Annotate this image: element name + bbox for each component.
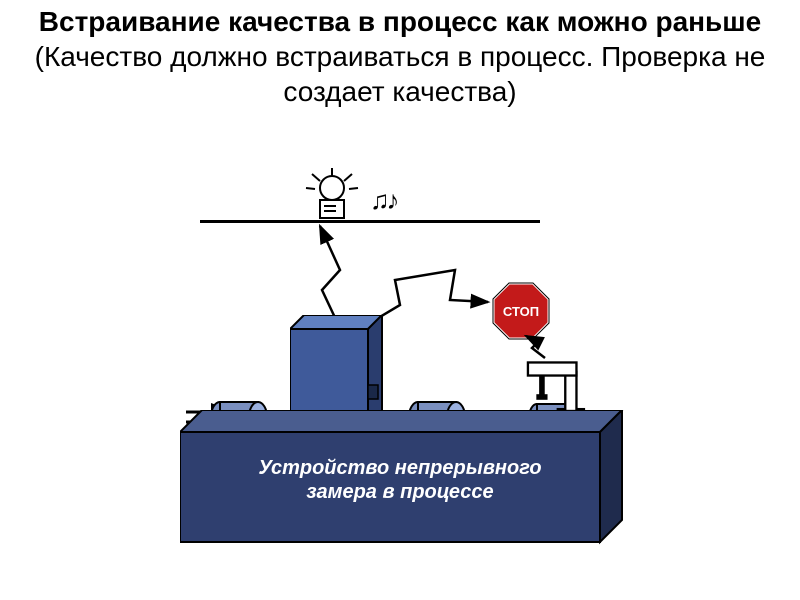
title-bold: Встраивание качества в процесс как можно… xyxy=(39,6,761,37)
base-block: Устройство непрерывного замера в процесс… xyxy=(180,410,620,540)
base-label: Устройство непрерывного замера в процесс… xyxy=(180,456,620,504)
title: Встраивание качества в процесс как можно… xyxy=(0,0,800,109)
base-label-line2: замера в процессе xyxy=(306,481,493,503)
base-label-line1: Устройство непрерывного xyxy=(258,457,541,479)
title-normal: (Качество должно встраиваться в процесс.… xyxy=(35,41,766,107)
diagram: ♫♪ СТОП xyxy=(140,160,660,560)
